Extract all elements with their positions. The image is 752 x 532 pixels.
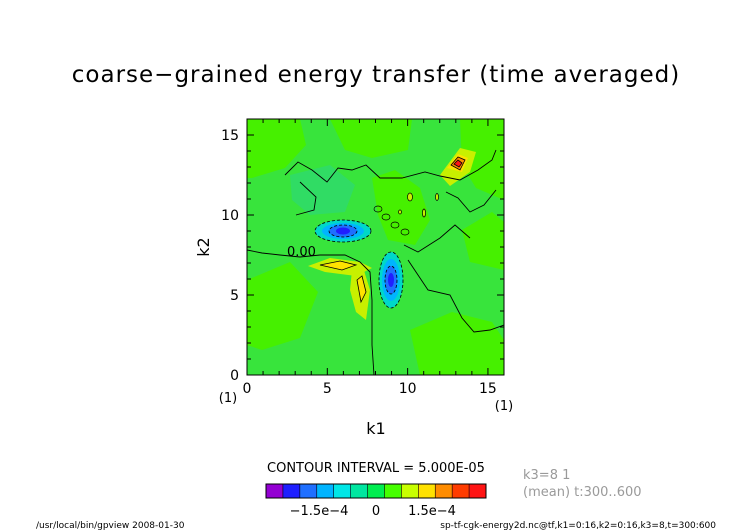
maximum-k1-13-k2-13 [440,148,476,186]
colorbar-swatch [418,484,436,498]
colorbar-swatch [333,484,351,498]
x-tick-label: 10 [399,381,417,397]
small-maximum [422,208,426,218]
footer-right: sp-tf-cgk-energy2d.nc@tf,k1=0:16,k2=0:16… [440,521,716,531]
small-features [373,192,439,236]
colorbar-swatch [282,484,301,498]
level [336,227,350,235]
patch-light-negative [290,165,355,215]
x-tick-label: 15 [479,381,497,397]
contour-line [445,189,497,213]
colorbar-label: −1.5e−4 [290,504,349,519]
side-info-time: (mean) t:300..600 [523,485,642,500]
colorbar-swatch [316,484,334,498]
colorbar-labels: −1.5e−4 0 1.5e−4 [290,504,456,519]
y-tick-label: 15 [221,128,239,144]
colorbar-swatch [435,484,453,498]
contour [378,251,404,309]
colorbar [265,483,487,499]
level [356,275,367,304]
y-tick-label: 10 [221,208,239,224]
small-minimum [381,213,391,221]
minimum-k1-9-k2-6 [378,251,404,309]
small-maximum [398,209,402,215]
small-minimum [390,221,400,229]
y-tick-label: 0 [230,368,239,384]
patch [410,312,504,375]
contour-line [403,224,471,253]
colorbar-swatch [384,484,402,498]
maximum-k1-7-k2-5 [350,264,370,320]
positive-regions [247,119,504,375]
colorbar-swatch [401,484,419,498]
y-tick-label: 5 [230,288,239,304]
colorbar-swatch [266,484,284,498]
contour-line [407,259,504,333]
contour-line [295,181,317,216]
axis-ticks: 0 5 10 15 0 5 10 15 [221,118,505,397]
patch [330,119,412,158]
colorbar-swatch [350,484,368,498]
colorbar-swatch [299,484,317,498]
x-axis-label: k1 [366,419,385,438]
x-end-index-label: (1) [495,399,513,414]
colorbar-swatch [367,484,385,498]
contour-line [284,149,497,183]
footer-left: /usr/local/bin/gpview 2008-01-30 [36,521,185,531]
patch [462,212,504,270]
small-minimum [400,228,410,236]
colorbar-label: 0 [372,504,380,519]
y-axis-label: k2 [194,237,213,256]
x-start-index-label: (1) [219,391,237,406]
small-minimum [373,205,383,213]
patch [460,119,504,200]
side-info-k3: k3=8 1 [523,468,570,483]
colorbar-frame [265,483,487,499]
level [453,159,463,168]
minimum-k1-6-k2-9 [314,219,372,243]
colorbar-swatch [469,484,487,498]
x-tick-label: 0 [243,381,252,397]
x-tick-label: 5 [323,381,332,397]
maximum-k1-6-k2-7 [308,258,372,276]
contour [384,265,398,295]
contour-line [247,249,375,375]
plot-area [247,119,504,375]
small-maximum [407,192,413,202]
patch [247,262,318,350]
patch [372,170,430,245]
colorbar-label: 1.5e−4 [408,504,456,519]
colorbar-swatch [452,484,470,498]
contour [314,219,372,243]
contour [328,224,358,238]
chart-title: coarse−grained energy transfer (time ave… [72,62,680,88]
contour-label: 0.00 [287,245,316,260]
patch [247,119,306,178]
small-maximum [435,193,439,201]
contour-interval: CONTOUR INTERVAL = 5.000E-05 [267,461,485,476]
level [388,273,394,287]
zero-contours [247,149,504,375]
level [319,260,358,271]
